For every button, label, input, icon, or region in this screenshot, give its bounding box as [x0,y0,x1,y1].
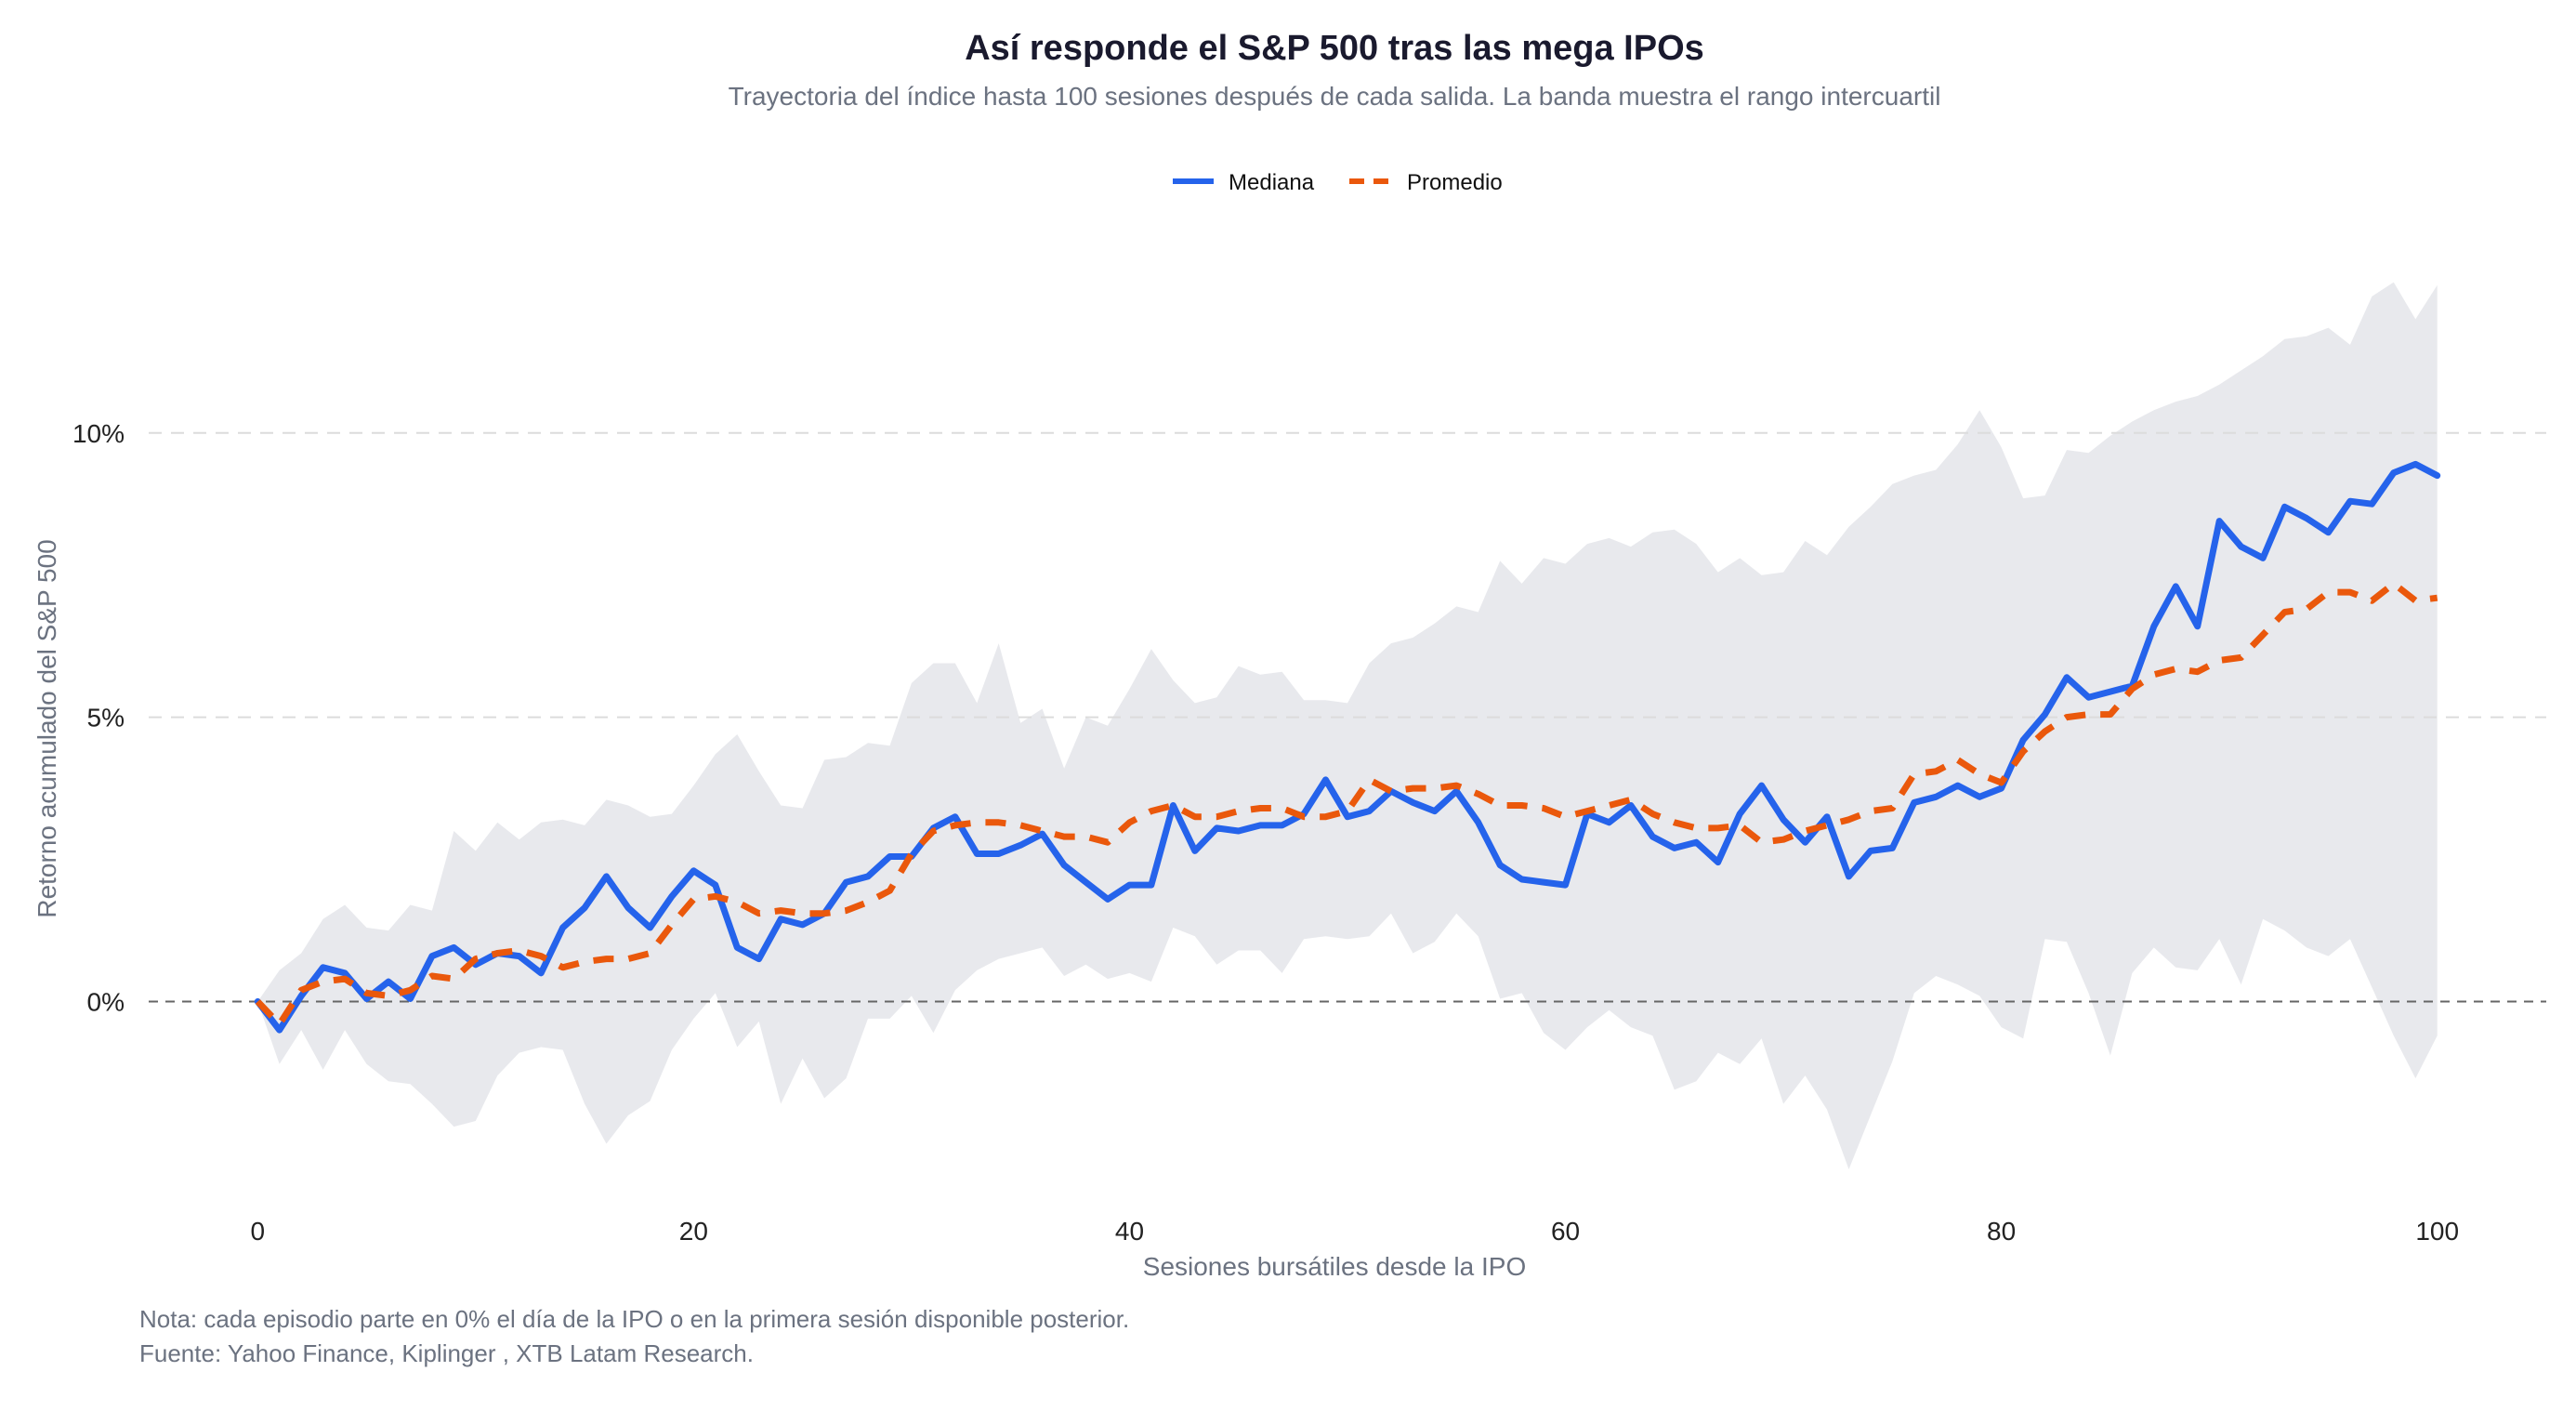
y-tick-label-5: 5% [87,704,125,732]
x-tick-label-0: 0 [250,1217,265,1246]
y-tick-label-0: 0% [87,988,125,1017]
y-axis-label: Retorno acumulado del S&P 500 [33,539,61,917]
x-tick-label-100: 100 [2415,1217,2459,1246]
x-tick-label-60: 60 [1551,1217,1580,1246]
footer-source: Fuente: Yahoo Finance, Kiplinger , XTB L… [139,1339,754,1367]
x-tick-label-40: 40 [1115,1217,1144,1246]
legend-label-promedio: Promedio [1407,170,1503,195]
legend: Mediana Promedio [1173,170,1503,195]
chart-subtitle: Trayectoria del índice hasta 100 sesione… [729,82,1941,111]
footer-note: Nota: cada episodio parte en 0% el día d… [139,1305,1129,1333]
x-tick-label-20: 20 [679,1217,708,1246]
x-axis-label: Sesiones bursátiles desde la IPO [1143,1252,1526,1281]
series-line-promedio [255,580,2438,1028]
series-line-mediana [254,460,2441,1034]
legend-label-mediana: Mediana [1229,170,1315,195]
plot-area: 0% 5% 10% 0 20 40 60 80 100 [72,282,2546,1246]
y-tick-label-10: 10% [72,419,125,448]
interquartile-band [257,282,2438,1170]
x-tick-label-80: 80 [1987,1217,2016,1246]
chart-title: Así responde el S&P 500 tras las mega IP… [965,29,1704,68]
